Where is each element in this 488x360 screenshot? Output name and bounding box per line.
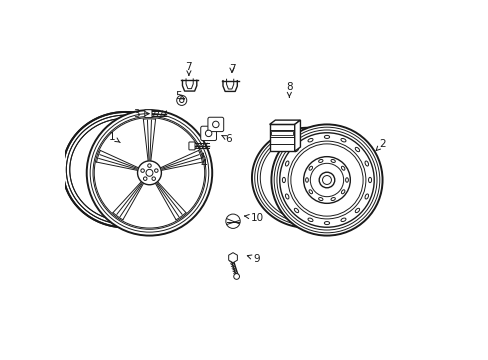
Ellipse shape	[365, 194, 368, 199]
Circle shape	[319, 172, 334, 188]
Circle shape	[290, 144, 363, 216]
Circle shape	[274, 127, 379, 233]
Circle shape	[179, 98, 183, 103]
Polygon shape	[294, 120, 300, 151]
Polygon shape	[269, 120, 300, 125]
Text: 5: 5	[175, 91, 184, 101]
Circle shape	[93, 116, 205, 229]
Circle shape	[146, 169, 153, 176]
Circle shape	[205, 130, 211, 136]
Text: 9: 9	[247, 254, 260, 264]
Ellipse shape	[341, 190, 344, 194]
Ellipse shape	[330, 198, 335, 201]
Ellipse shape	[330, 159, 335, 162]
Circle shape	[154, 169, 158, 172]
Circle shape	[94, 118, 204, 228]
FancyBboxPatch shape	[207, 117, 223, 132]
Circle shape	[287, 141, 365, 219]
Circle shape	[147, 164, 151, 167]
Ellipse shape	[318, 159, 322, 162]
FancyBboxPatch shape	[269, 125, 294, 151]
Text: 2: 2	[375, 139, 385, 150]
Ellipse shape	[307, 218, 312, 221]
Text: 8: 8	[285, 82, 292, 97]
Circle shape	[303, 157, 349, 203]
Ellipse shape	[355, 147, 359, 152]
Polygon shape	[228, 253, 237, 263]
Circle shape	[143, 177, 147, 180]
Text: 10: 10	[244, 213, 263, 222]
Ellipse shape	[308, 166, 312, 170]
Ellipse shape	[340, 218, 346, 221]
Ellipse shape	[340, 139, 346, 142]
Ellipse shape	[294, 147, 298, 152]
Ellipse shape	[305, 178, 308, 182]
Ellipse shape	[285, 194, 288, 199]
Circle shape	[152, 177, 155, 180]
Circle shape	[322, 176, 331, 184]
Circle shape	[212, 121, 219, 128]
Ellipse shape	[345, 178, 347, 182]
Circle shape	[141, 169, 144, 172]
Circle shape	[90, 113, 208, 232]
Ellipse shape	[285, 161, 288, 166]
Circle shape	[276, 130, 376, 230]
Text: 7: 7	[228, 64, 235, 74]
Text: 3: 3	[133, 109, 149, 119]
Text: 6: 6	[222, 134, 231, 144]
Text: 7: 7	[185, 62, 192, 75]
Circle shape	[233, 274, 239, 279]
Ellipse shape	[318, 198, 322, 201]
Ellipse shape	[324, 221, 329, 225]
Ellipse shape	[282, 177, 285, 183]
Circle shape	[310, 163, 343, 197]
Ellipse shape	[308, 190, 312, 194]
Circle shape	[225, 214, 240, 228]
Ellipse shape	[307, 139, 312, 142]
Text: 1: 1	[108, 132, 120, 143]
FancyBboxPatch shape	[201, 126, 216, 140]
Circle shape	[279, 133, 373, 227]
Circle shape	[137, 161, 161, 185]
Ellipse shape	[365, 161, 368, 166]
FancyBboxPatch shape	[188, 142, 195, 150]
Circle shape	[271, 125, 382, 235]
Circle shape	[176, 95, 186, 105]
Text: 4: 4	[200, 153, 206, 169]
Ellipse shape	[341, 166, 344, 170]
Ellipse shape	[368, 177, 371, 183]
Circle shape	[86, 110, 212, 235]
Ellipse shape	[294, 208, 298, 213]
Ellipse shape	[355, 208, 359, 213]
FancyBboxPatch shape	[144, 110, 152, 118]
Ellipse shape	[324, 135, 329, 139]
